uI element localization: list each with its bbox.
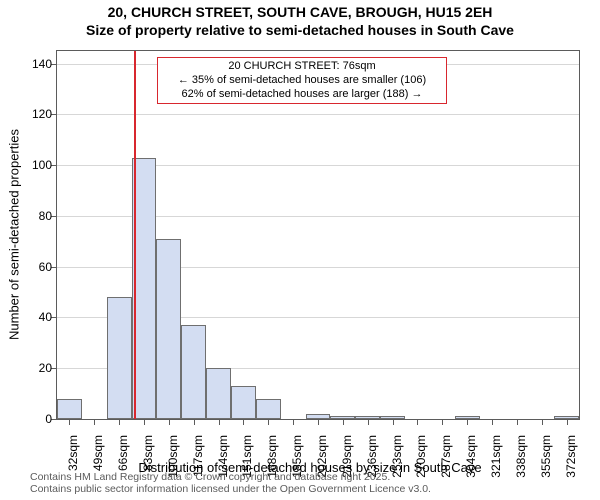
histogram-bar (156, 239, 181, 419)
x-tick-label: 372sqm (564, 435, 578, 483)
chart-container: 20, CHURCH STREET, SOUTH CAVE, BROUGH, H… (0, 0, 600, 500)
x-tick-label: 321sqm (489, 435, 503, 483)
x-tick-mark (417, 420, 418, 425)
footer-line-1: Contains HM Land Registry data © Crown c… (30, 471, 431, 484)
x-tick-mark (492, 420, 493, 425)
annotation-box: 20 CHURCH STREET: 76sqm← 35% of semi-det… (157, 57, 447, 104)
histogram-bar (107, 297, 132, 419)
x-tick-mark (318, 420, 319, 425)
histogram-bar (330, 416, 355, 419)
x-tick-mark (144, 420, 145, 425)
x-tick-mark (194, 420, 195, 425)
x-tick-mark (243, 420, 244, 425)
x-tick-label: 338sqm (514, 435, 528, 483)
x-tick-mark (343, 420, 344, 425)
title-block: 20, CHURCH STREET, SOUTH CAVE, BROUGH, H… (0, 4, 600, 39)
x-tick-mark (94, 420, 95, 425)
y-tick-label: 0 (12, 412, 52, 426)
x-tick-label: 287sqm (439, 435, 453, 483)
histogram-bar (455, 416, 480, 419)
histogram-bar (181, 325, 206, 419)
footer-line-2: Contains public sector information licen… (30, 483, 431, 496)
x-tick-mark (268, 420, 269, 425)
histogram-bar (380, 416, 405, 419)
plot-area: 20 CHURCH STREET: 76sqm← 35% of semi-det… (56, 50, 580, 420)
x-tick-mark (393, 420, 394, 425)
annotation-line-2: ← 35% of semi-detached houses are smalle… (164, 74, 440, 88)
x-tick-mark (542, 420, 543, 425)
annotation-line-1: 20 CHURCH STREET: 76sqm (164, 60, 440, 74)
x-tick-mark (69, 420, 70, 425)
histogram-bar (231, 386, 256, 419)
x-tick-mark (219, 420, 220, 425)
histogram-bar (355, 416, 380, 419)
x-tick-label: 304sqm (464, 435, 478, 483)
histogram-bar (554, 416, 579, 419)
x-tick-mark (293, 420, 294, 425)
x-tick-mark (368, 420, 369, 425)
title-line-2: Size of property relative to semi-detach… (0, 22, 600, 40)
x-tick-mark (442, 420, 443, 425)
marker-line (134, 51, 136, 419)
y-tick-label: 140 (12, 57, 52, 71)
title-line-1: 20, CHURCH STREET, SOUTH CAVE, BROUGH, H… (0, 4, 600, 22)
histogram-bar (306, 414, 331, 419)
x-tick-mark (567, 420, 568, 425)
x-tick-mark (517, 420, 518, 425)
histogram-bar (57, 399, 82, 419)
footer: Contains HM Land Registry data © Crown c… (30, 471, 431, 496)
y-tick-label: 20 (12, 361, 52, 375)
x-tick-label: 355sqm (539, 435, 553, 483)
y-axis-title: Number of semi-detached properties (7, 115, 22, 355)
x-tick-mark (169, 420, 170, 425)
x-tick-mark (467, 420, 468, 425)
histogram-bar (256, 399, 281, 419)
annotation-line-3: 62% of semi-detached houses are larger (… (164, 88, 440, 102)
x-tick-mark (119, 420, 120, 425)
histogram-bar (206, 368, 231, 419)
